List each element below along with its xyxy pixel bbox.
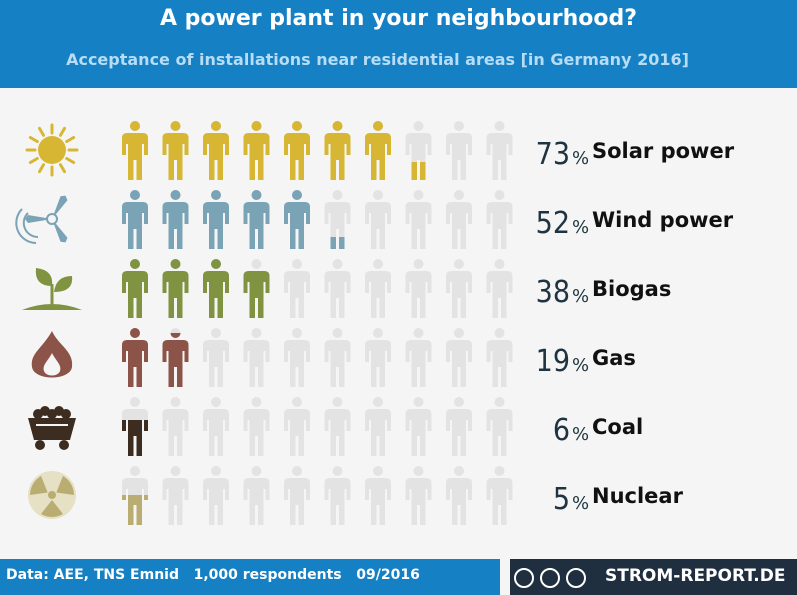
person-icon xyxy=(162,328,189,387)
person-icon xyxy=(365,328,391,387)
person-icon xyxy=(122,328,148,387)
category-label: Gas xyxy=(592,346,636,370)
value-label: 5 xyxy=(553,482,570,517)
person-icon xyxy=(203,190,229,249)
person-icon xyxy=(162,397,189,456)
person-icon xyxy=(365,466,391,525)
person-icon xyxy=(162,121,189,180)
unit-label: % xyxy=(572,493,589,514)
person-icon xyxy=(203,397,229,456)
value-label: 6 xyxy=(553,413,570,448)
category-label: Coal xyxy=(592,415,643,439)
value-label: 52 xyxy=(536,206,570,241)
person-icon xyxy=(324,190,351,249)
value-label: 38 xyxy=(536,275,570,310)
person-icon xyxy=(405,259,432,318)
sprout-icon xyxy=(22,268,82,310)
person-icon xyxy=(122,190,148,249)
unit-label: % xyxy=(572,286,589,307)
flame-icon xyxy=(31,331,73,378)
person-icon xyxy=(243,121,270,180)
person-icon xyxy=(284,121,310,180)
value-label: 73 xyxy=(536,137,570,172)
person-icon xyxy=(486,466,513,525)
person-icon xyxy=(486,259,513,318)
brand-name[interactable]: STROM-REPORT.DE xyxy=(605,566,786,586)
person-icon xyxy=(203,466,229,525)
person-icon xyxy=(162,190,189,249)
unit-label: % xyxy=(572,355,589,376)
person-icon xyxy=(243,466,270,525)
person-icon xyxy=(446,397,472,456)
person-icon xyxy=(405,190,432,249)
chart-title: A power plant in your neighbourhood? xyxy=(159,6,638,31)
footer-source: Data: AEE, TNS Emnid 1,000 respondents 0… xyxy=(6,567,420,583)
unit-label: % xyxy=(572,217,589,238)
cc-license-icon xyxy=(514,568,534,588)
value-label: 19 xyxy=(536,344,570,379)
chart-subtitle: Acceptance of installations near residen… xyxy=(66,50,689,69)
category-label: Wind power xyxy=(592,208,734,232)
person-icon xyxy=(365,190,391,249)
category-label: Nuclear xyxy=(592,484,684,508)
attribution-icon xyxy=(540,568,560,588)
radiation-icon xyxy=(28,471,76,519)
person-icon xyxy=(122,259,148,318)
unit-label: % xyxy=(572,424,589,445)
person-icon xyxy=(122,466,148,525)
person-icon xyxy=(243,259,270,318)
wind-turbine-icon xyxy=(15,195,68,244)
unit-label: % xyxy=(572,148,589,169)
person-icon xyxy=(324,259,351,318)
sun-icon xyxy=(25,123,79,177)
person-icon xyxy=(324,328,351,387)
person-icon xyxy=(446,121,472,180)
person-icon xyxy=(162,259,189,318)
noncommercial-icon xyxy=(566,568,586,588)
category-label: Solar power xyxy=(592,139,735,163)
person-icon xyxy=(284,397,310,456)
person-icon xyxy=(446,466,472,525)
person-icon xyxy=(243,190,270,249)
person-icon xyxy=(405,121,432,180)
person-icon xyxy=(162,466,189,525)
person-icon xyxy=(324,397,351,456)
header-bar: A power plant in your neighbourhood? Acc… xyxy=(0,0,797,88)
category-label: Biogas xyxy=(592,277,671,301)
person-icon xyxy=(405,466,432,525)
person-icon xyxy=(203,328,229,387)
person-icon xyxy=(365,121,391,180)
person-icon xyxy=(446,259,472,318)
person-icon xyxy=(122,121,148,180)
person-icon xyxy=(284,328,310,387)
person-icon xyxy=(284,259,310,318)
person-icon xyxy=(365,259,391,318)
person-icon xyxy=(324,121,351,180)
person-icon xyxy=(243,397,270,456)
person-icon xyxy=(203,259,229,318)
person-icon xyxy=(284,466,310,525)
person-icon xyxy=(243,328,270,387)
person-icon xyxy=(446,190,472,249)
person-icon xyxy=(446,328,472,387)
person-icon xyxy=(122,397,148,456)
person-icon xyxy=(486,190,513,249)
person-icon xyxy=(486,121,513,180)
person-icon xyxy=(486,328,513,387)
person-icon xyxy=(405,328,432,387)
person-icon xyxy=(284,190,310,249)
person-icon xyxy=(203,121,229,180)
footer-source-bar: Data: AEE, TNS Emnid 1,000 respondents 0… xyxy=(0,559,500,595)
coal-cart-icon xyxy=(28,406,76,450)
person-icon xyxy=(405,397,432,456)
person-icon xyxy=(324,466,351,525)
person-icon xyxy=(365,397,391,456)
person-icon xyxy=(486,397,513,456)
